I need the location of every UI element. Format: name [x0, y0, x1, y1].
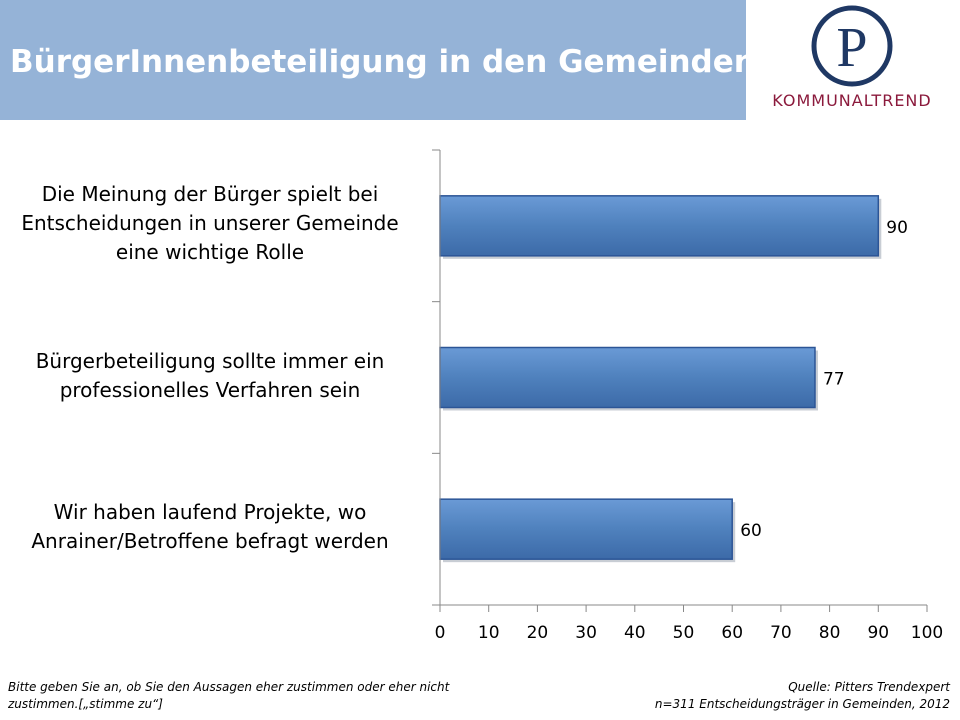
footnote-left-line: zustimmen.[„stimme zu“] [8, 697, 163, 711]
logo-text: KOMMUNALTREND [772, 91, 931, 110]
x-tick-label: 80 [819, 623, 841, 643]
category-label-line: Anrainer/Betroffene befragt werden [31, 529, 389, 554]
x-tick-label: 30 [575, 623, 597, 643]
category-label: Wir haben laufend Projekte, wo Anrainer/B… [0, 498, 420, 556]
data-label: 60 [740, 521, 762, 541]
data-label: 77 [823, 370, 845, 390]
x-tick-label: 20 [527, 623, 549, 643]
category-label-line: Entscheidungen in unserer Gemeinde [21, 211, 399, 236]
bar [439, 498, 733, 560]
page-title: BürgerInnenbeteiligung in den Gemeinden [10, 44, 756, 80]
bar-chart: 90 77 60 0 10 20 30 40 50 60 70 80 90 100 [432, 149, 943, 643]
logo-letter: P [836, 17, 867, 79]
category-label-line: professionelles Verfahren sein [59, 377, 361, 402]
x-tick-label: 40 [624, 623, 646, 643]
bar [439, 346, 816, 409]
footnote-question: Bitte geben Sie an, ob Sie den Aussagen … [8, 679, 488, 713]
x-tick-label: 10 [478, 623, 500, 643]
footnote-right-line: Quelle: Pitters Trendexpert [788, 680, 950, 694]
footnote-source: Quelle: Pitters Trendexpert n=311 Entsch… [530, 679, 950, 713]
x-tick-label: 0 [435, 623, 446, 643]
bar [439, 195, 880, 257]
header-bar [0, 0, 746, 120]
footnote-right-line: n=311 Entscheidungsträger in Gemeinden, … [654, 697, 950, 711]
data-label: 90 [886, 218, 908, 238]
logo: P KOMMUNALTREND [748, 0, 960, 124]
kommunaltrend-logo-icon: P KOMMUNALTREND [772, 5, 931, 110]
x-tick-label: 90 [867, 623, 889, 643]
x-tick-label: 60 [721, 623, 743, 643]
category-label-line: Bürgerbeteiligung sollte immer ein [35, 348, 385, 373]
x-tick-label: 50 [673, 623, 695, 643]
category-label-line: Die Meinung der Bürger spielt bei [41, 182, 379, 207]
x-tick-label: 100 [911, 623, 943, 643]
category-label: Die Meinung der Bürger spielt bei Entsche… [0, 180, 420, 267]
footnote-left-line: Bitte geben Sie an, ob Sie den Aussagen … [8, 680, 450, 694]
category-label-line: Wir haben laufend Projekte, wo [53, 500, 367, 525]
category-label-line: eine wichtige Rolle [115, 240, 305, 265]
x-tick-label: 70 [770, 623, 792, 643]
logo-circle [811, 5, 893, 87]
category-label: Bürgerbeteiligung sollte immer ein profes… [0, 347, 420, 405]
